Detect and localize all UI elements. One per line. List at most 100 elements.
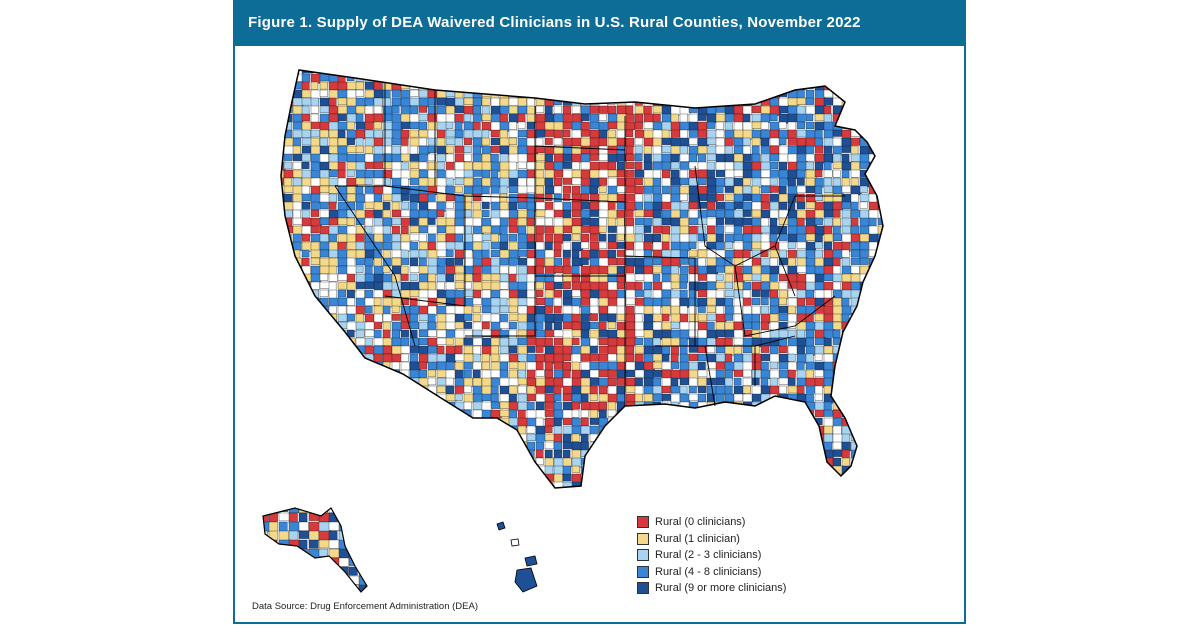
county-cell xyxy=(877,401,883,410)
county-cell xyxy=(418,217,428,226)
county-cell xyxy=(832,329,841,338)
county-cell xyxy=(877,369,883,378)
county-cell xyxy=(634,353,644,363)
county-cell xyxy=(868,441,877,449)
county-cell xyxy=(292,225,304,236)
county-cell xyxy=(616,377,628,386)
county-cell xyxy=(490,465,502,474)
county-cell xyxy=(346,417,358,426)
county-cell xyxy=(436,169,446,179)
county-cell xyxy=(697,457,709,467)
county-cell xyxy=(634,297,645,306)
county-cell xyxy=(661,313,670,322)
county-cell xyxy=(715,473,724,484)
county-cell xyxy=(814,70,823,74)
county-cell xyxy=(454,209,466,219)
county-cell xyxy=(616,425,627,435)
county-cell xyxy=(517,153,528,163)
county-cell xyxy=(364,209,375,218)
county-cell xyxy=(751,369,763,379)
county-cell xyxy=(278,584,290,592)
county-cell xyxy=(562,385,573,395)
county-cell xyxy=(382,273,394,283)
county-cell xyxy=(607,425,617,435)
county-cell xyxy=(733,209,745,219)
county-cell xyxy=(328,329,337,338)
county-cell xyxy=(841,457,850,468)
county-cell xyxy=(760,177,771,186)
county-cell xyxy=(760,441,769,449)
county-cell xyxy=(454,153,465,164)
alaska-region xyxy=(262,507,368,593)
county-cell xyxy=(382,177,391,186)
county-cell xyxy=(580,401,591,410)
county-cell xyxy=(409,473,419,481)
county-cell xyxy=(337,401,349,410)
county-cell xyxy=(463,449,474,458)
county-cell xyxy=(607,457,616,467)
county-cell xyxy=(562,281,571,289)
county-cell xyxy=(319,70,328,73)
county-cell xyxy=(715,409,726,418)
county-cell xyxy=(589,153,599,161)
county-cell xyxy=(463,377,473,387)
county-cell xyxy=(436,265,446,276)
county-cell xyxy=(281,409,286,419)
county-cell xyxy=(288,557,300,569)
county-cell xyxy=(301,233,310,242)
county-cell xyxy=(562,297,574,306)
county-cell xyxy=(436,193,447,202)
county-cell xyxy=(553,361,563,370)
county-cell xyxy=(454,257,463,266)
county-cell xyxy=(283,249,293,260)
county-cell xyxy=(364,441,373,451)
county-cell xyxy=(445,409,454,419)
county-cell xyxy=(463,265,475,275)
county-cell xyxy=(706,217,718,226)
county-cell xyxy=(742,185,752,194)
county-cell xyxy=(427,177,438,187)
county-cell xyxy=(797,490,805,499)
county-cell xyxy=(391,73,403,84)
county-cell xyxy=(382,209,391,218)
county-cell xyxy=(787,473,799,483)
county-cell xyxy=(715,425,727,435)
county-cell xyxy=(751,129,761,139)
county-cell xyxy=(337,121,348,131)
county-cell xyxy=(490,305,501,314)
county-cell xyxy=(607,273,618,282)
county-cell xyxy=(454,465,465,474)
county-cell xyxy=(436,473,447,482)
county-cell xyxy=(463,73,472,83)
county-cell xyxy=(625,329,637,339)
county-cell xyxy=(751,201,763,211)
county-cell xyxy=(427,201,437,210)
county-cell xyxy=(490,369,501,378)
county-cell xyxy=(472,121,481,130)
county-cell xyxy=(382,121,394,130)
county-cell xyxy=(832,433,843,443)
county-cell xyxy=(832,281,841,291)
county-cell xyxy=(887,306,896,313)
county-cell xyxy=(589,473,599,483)
county-cell xyxy=(868,449,877,458)
county-cell xyxy=(454,217,465,227)
county-cell xyxy=(598,193,609,201)
county-cell xyxy=(805,97,815,105)
county-cell xyxy=(724,393,734,403)
county-cell xyxy=(382,393,393,403)
county-cell xyxy=(318,584,330,592)
county-cell xyxy=(292,241,302,251)
county-cell xyxy=(535,281,544,290)
county-cell xyxy=(481,425,493,433)
county-cell xyxy=(859,393,870,402)
county-cell xyxy=(436,345,445,356)
county-cell xyxy=(544,185,555,195)
county-cell xyxy=(751,73,761,83)
county-cell xyxy=(472,70,484,74)
county-cell xyxy=(310,441,322,450)
county-cell xyxy=(409,401,421,412)
county-cell xyxy=(328,145,338,154)
county-cell xyxy=(625,113,635,122)
county-cell xyxy=(409,70,420,74)
